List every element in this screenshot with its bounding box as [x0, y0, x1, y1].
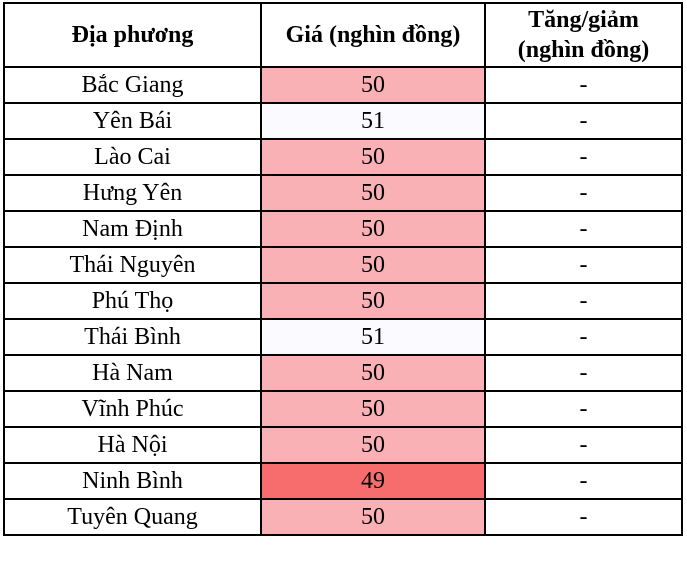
price-cell: 50 [260, 138, 486, 176]
province-cell: Ninh Bình [3, 462, 262, 500]
header-change: Tăng/giảm (nghìn đồng) [484, 2, 683, 68]
change-cell: - [484, 282, 683, 320]
header-price: Giá (nghìn đồng) [260, 2, 486, 68]
province-cell: Vĩnh Phúc [3, 390, 262, 428]
table-row: Hưng Yên 50 - [3, 174, 683, 212]
table-row: Tuyên Quang 50 - [3, 498, 683, 536]
price-cell: 50 [260, 174, 486, 212]
table-body: Bắc Giang 50 - Yên Bái 51 - Lào Cai 50 -… [3, 66, 683, 536]
header-row: Địa phương Giá (nghìn đồng) Tăng/giảm (n… [3, 2, 683, 68]
price-cell: 51 [260, 318, 486, 356]
change-cell: - [484, 102, 683, 140]
province-cell: Tuyên Quang [3, 498, 262, 536]
price-cell: 50 [260, 426, 486, 464]
price-cell: 50 [260, 282, 486, 320]
change-cell: - [484, 354, 683, 392]
price-cell: 50 [260, 246, 486, 284]
change-cell: - [484, 426, 683, 464]
change-cell: - [484, 210, 683, 248]
province-cell: Yên Bái [3, 102, 262, 140]
price-cell: 50 [260, 354, 486, 392]
change-cell: - [484, 390, 683, 428]
province-cell: Hưng Yên [3, 174, 262, 212]
table-row: Thái Bình 51 - [3, 318, 683, 356]
price-cell: 50 [260, 498, 486, 536]
price-cell: 50 [260, 390, 486, 428]
province-cell: Nam Định [3, 210, 262, 248]
table-header: Địa phương Giá (nghìn đồng) Tăng/giảm (n… [3, 2, 683, 68]
table-row: Ninh Bình 49 - [3, 462, 683, 500]
province-cell: Thái Nguyên [3, 246, 262, 284]
table-row: Lào Cai 50 - [3, 138, 683, 176]
province-cell: Bắc Giang [3, 66, 262, 104]
change-cell: - [484, 66, 683, 104]
table-row: Bắc Giang 50 - [3, 66, 683, 104]
table-row: Phú Thọ 50 - [3, 282, 683, 320]
change-cell: - [484, 462, 683, 500]
table-row: Nam Định 50 - [3, 210, 683, 248]
change-cell: - [484, 138, 683, 176]
province-cell: Phú Thọ [3, 282, 262, 320]
price-cell: 49 [260, 462, 486, 500]
table-row: Hà Nam 50 - [3, 354, 683, 392]
table-row: Hà Nội 50 - [3, 426, 683, 464]
price-cell: 51 [260, 102, 486, 140]
price-cell: 50 [260, 66, 486, 104]
change-cell: - [484, 318, 683, 356]
price-table: Địa phương Giá (nghìn đồng) Tăng/giảm (n… [3, 2, 683, 536]
province-cell: Hà Nội [3, 426, 262, 464]
table-row: Yên Bái 51 - [3, 102, 683, 140]
table-row: Vĩnh Phúc 50 - [3, 390, 683, 428]
change-cell: - [484, 246, 683, 284]
table-row: Thái Nguyên 50 - [3, 246, 683, 284]
province-cell: Lào Cai [3, 138, 262, 176]
change-cell: - [484, 174, 683, 212]
price-cell: 50 [260, 210, 486, 248]
province-cell: Thái Bình [3, 318, 262, 356]
province-cell: Hà Nam [3, 354, 262, 392]
change-cell: - [484, 498, 683, 536]
header-locality: Địa phương [3, 2, 262, 68]
